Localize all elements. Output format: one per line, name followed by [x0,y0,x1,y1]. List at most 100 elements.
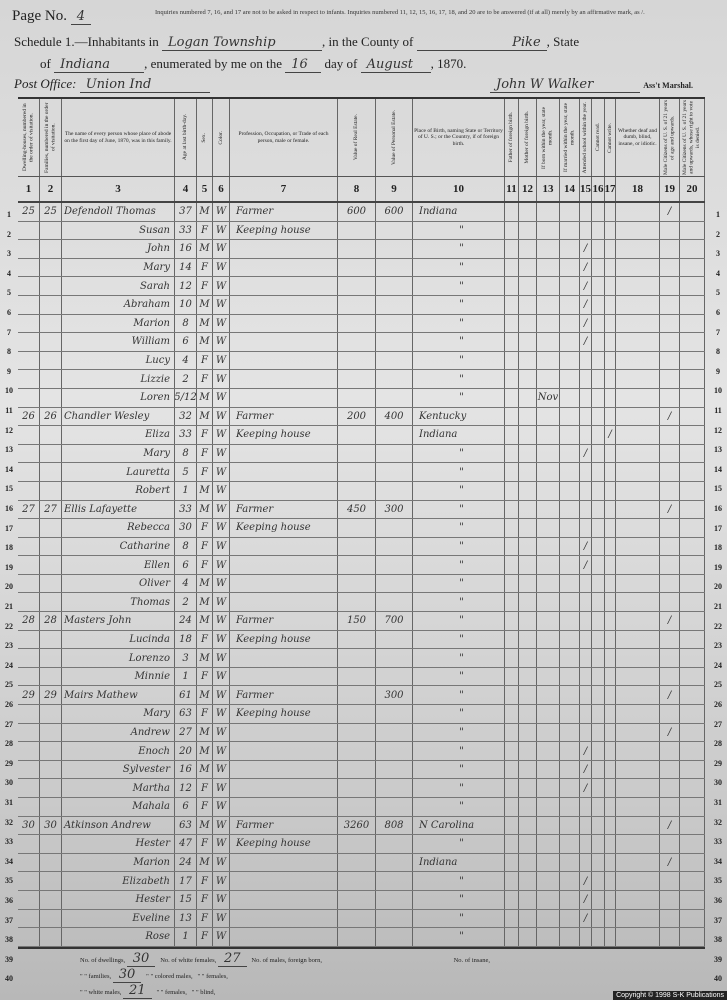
cell-col-18 [616,686,660,705]
cell-col-15 [580,723,592,742]
cell-col-10: " [413,909,505,928]
cell-col-17 [605,630,616,649]
column-header-11: Father of foreign birth. [505,99,519,176]
cell-col-12 [519,872,537,890]
cell-col-12 [519,463,537,481]
cell-col-18 [616,779,660,797]
cell-col-4: 1 [175,667,197,686]
cell-col-14 [560,723,580,742]
cell-col-16 [592,295,605,314]
cell-col-11 [505,760,519,779]
cell-col-17 [605,537,616,556]
row-number: 26 [714,700,722,709]
cell-col-18 [616,760,660,779]
cell-col-17 [605,816,616,835]
cell-col-16 [592,500,605,519]
cell-col-1 [18,853,40,872]
cell-col-15: / [580,295,592,314]
cell-col-18 [616,853,660,872]
cell-col-10: " [413,537,505,556]
cell-col-18 [616,333,660,351]
row-number: 21 [5,602,13,611]
cell-col-4: 16 [175,760,197,779]
cell-col-6: W [213,686,230,705]
row-number: 19 [5,562,13,572]
cell-col-10: " [413,463,505,481]
cell-col-2 [40,890,62,909]
cell-col-16 [592,351,605,370]
cell-col-3: Enoch [62,742,175,760]
cell-col-2 [40,258,62,277]
cell-col-18 [616,426,660,444]
column-number: 18 [616,177,660,201]
post-office-value: Union Ind [79,77,210,93]
cell-col-14 [560,928,580,946]
cell-col-4: 6 [175,798,197,816]
cell-col-18 [616,277,660,295]
cell-col-3: Marion [62,314,175,333]
cell-col-2 [40,574,62,593]
table-row: Lorenzo 3 M W " [18,649,705,668]
county-value: Pike [416,35,547,51]
table-row: Lucy 4 F W " [18,351,705,371]
cell-col-17 [605,333,616,351]
cell-col-7 [230,481,338,500]
cell-col-18 [616,593,660,612]
cell-col-3: Hester [62,890,175,909]
cell-col-1 [18,444,40,463]
column-header-label: Place of Birth, naming State or Territor… [414,127,503,147]
cell-col-13 [537,240,560,258]
cell-col-5: F [197,872,213,890]
column-number: 15 [580,177,592,201]
cell-col-17 [605,574,616,593]
row-number: 13 [5,445,13,455]
cell-col-7 [230,258,338,277]
cell-col-18 [616,798,660,816]
row-number: 12 [5,425,13,435]
cell-col-18 [616,723,660,742]
row-number: 31 [714,798,722,807]
cell-col-4: 33 [175,221,197,240]
cell-col-14 [560,333,580,351]
cell-col-18 [616,203,660,221]
column-header-9: Value of Personal Estate. [376,99,413,176]
cell-col-16 [592,667,605,686]
cell-col-4: 33 [175,500,197,519]
cell-col-2: 30 [40,816,62,835]
cell-col-13 [537,221,560,240]
cell-col-11 [505,314,519,333]
row-number: 18 [714,543,722,553]
cell-col-19 [660,835,680,853]
cell-col-17 [605,853,616,872]
column-number: 13 [537,177,560,201]
cell-col-7: Keeping house [230,630,338,649]
cell-col-1 [18,556,40,574]
cell-col-1 [18,351,40,370]
cell-col-3: Lauretta [62,463,175,481]
cell-col-15 [580,481,592,500]
cell-col-3: Eveline [62,909,175,928]
table-row: Susan 33 F W Keeping house " [18,221,705,241]
cell-col-4: 10 [175,295,197,314]
cell-col-10: Indiana [413,853,505,872]
cell-col-6: W [213,593,230,612]
cell-col-3: Mairs Mathew [62,686,175,705]
cell-col-14 [560,537,580,556]
cell-col-2: 28 [40,612,62,630]
cell-col-8 [338,537,376,556]
white-males-label: " " white males, [80,989,122,996]
cell-col-2: 25 [40,203,62,221]
column-header-20: Male Citizens of U. S. of 21 years and u… [680,99,705,176]
cell-col-3: Abraham [62,295,175,314]
cell-col-16 [592,388,605,407]
table-row: Oliver 4 M W " [18,574,705,594]
cell-col-20 [680,314,705,333]
cell-col-14 [560,630,580,649]
row-number: 33 [714,837,722,847]
cell-col-1 [18,240,40,258]
cell-col-15: / [580,240,592,258]
cell-col-16 [592,630,605,649]
row-number: 40 [5,974,13,984]
row-number: 24 [714,660,722,670]
cell-col-9: 700 [376,612,413,630]
